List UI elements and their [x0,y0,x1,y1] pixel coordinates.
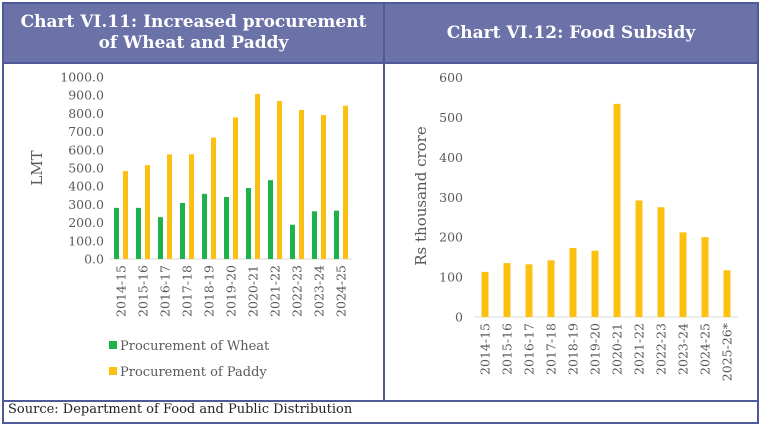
food-subsidy-bar-food-subsidy [723,270,731,317]
footer-divider [4,400,757,402]
food-subsidy-ytick-label: 200 [439,230,463,245]
food-subsidy-bar-food-subsidy [591,250,599,317]
procurement-ylabel: LMT [28,150,46,185]
procurement-bar-procurement-of-paddy [145,165,150,259]
food-subsidy-ytick-label: 400 [439,150,463,165]
food-subsidy-xtick-label: 2024-25 [698,323,713,375]
procurement-xtick-label: 2024-25 [334,265,349,317]
food-subsidy-xtick-label: 2015-16 [500,323,515,375]
procurement-bar-procurement-of-wheat [268,180,273,259]
food-subsidy-xtick-label: 2014-15 [478,323,493,375]
procurement-bar-procurement-of-paddy [233,117,238,260]
food-subsidy-ytick-label: 100 [439,270,463,285]
food-subsidy-bar-food-subsidy [613,103,621,317]
procurement-ytick-label: 500.0 [68,161,104,176]
procurement-bar-procurement-of-paddy [299,109,304,259]
procurement-bar-procurement-of-paddy [255,93,260,260]
procurement-bar-procurement-of-paddy [277,101,282,259]
food-subsidy-ytick-label: 600 [439,70,463,85]
food-subsidy-bar-food-subsidy [547,260,555,317]
procurement-bar-procurement-of-wheat [202,193,207,259]
procurement-ytick-label: 300.0 [68,197,104,212]
procurement-ytick-label: 200.0 [68,215,104,230]
procurement-bar-procurement-of-wheat [158,217,163,259]
food-subsidy-xtick-label: 2019-20 [588,323,603,375]
procurement-bar-procurement-of-wheat [334,210,339,259]
procurement-bar-procurement-of-paddy [123,171,128,259]
legend-label-paddy: Procurement of Paddy [120,365,267,380]
procurement-ytick-label: 600.0 [68,142,104,157]
food-subsidy-ytick-label: 500 [439,110,463,125]
legend-swatch-wheat [109,341,117,349]
header-divider [4,62,757,64]
procurement-xtick-label: 2020-21 [246,265,261,317]
procurement-xtick-label: 2014-15 [114,265,129,317]
food-subsidy-bar-food-subsidy [481,271,489,317]
procurement-xtick-label: 2019-20 [224,265,239,317]
procurement-bar-procurement-of-wheat [246,188,251,259]
chart-vi11-title-line1: Chart VI.11: Increased procurement [20,12,367,32]
procurement-xtick-label: 2021-22 [268,265,283,317]
food-subsidy-bar-food-subsidy [569,247,577,317]
legend-label-wheat: Procurement of Wheat [120,339,270,354]
panel-divider [383,4,385,402]
procurement-xtick-label: 2023-24 [312,265,327,317]
procurement-xtick-label: 2018-19 [202,265,217,317]
food-subsidy-ylabel: Rs thousand crore [412,126,430,266]
procurement-bar-procurement-of-wheat [312,211,317,259]
procurement-ytick-label: 400.0 [68,179,104,194]
procurement-bar-procurement-of-wheat [136,207,141,259]
procurement-bar-procurement-of-paddy [211,137,216,259]
chart-vi11-title-line2: of Wheat and Paddy [98,33,289,53]
procurement-bar-procurement-of-wheat [224,196,229,259]
procurement-ytick-label: 800.0 [68,106,104,121]
procurement-ytick-label: 100.0 [68,233,104,248]
chart-vi12-title: Chart VI.12: Food Subsidy [446,22,696,43]
procurement-bar-procurement-of-paddy [167,154,172,259]
chart-vi12-header: Chart VI.12: Food Subsidy [385,4,757,62]
food-subsidy-xtick-label: 2020-21 [610,323,625,375]
procurement-bar-procurement-of-wheat [180,202,185,259]
procurement-ytick-label: 900.0 [68,88,104,103]
procurement-ytick-label: 0.0 [84,252,104,267]
food-subsidy-ytick-label: 300 [439,190,463,205]
food-subsidy-bar-food-subsidy [525,264,533,317]
food-subsidy-bar-food-subsidy [657,207,665,317]
food-subsidy-xtick-label: 2025-26* [720,322,735,381]
procurement-bar-procurement-of-paddy [189,154,194,259]
source-note: Source: Department of Food and Public Di… [8,402,353,417]
procurement-bar-procurement-of-wheat [114,207,119,259]
food-subsidy-xtick-label: 2022-23 [654,323,669,375]
food-subsidy-bar-food-subsidy [679,232,687,317]
procurement-xtick-label: 2022-23 [290,265,305,317]
procurement-ytick-label: 700.0 [68,124,104,139]
procurement-bar-procurement-of-paddy [321,115,326,260]
food-subsidy-xtick-label: 2017-18 [544,323,559,375]
procurement-ytick-label: 1000.0 [60,70,104,85]
procurement-xtick-label: 2016-17 [158,265,173,317]
legend-swatch-paddy [109,367,117,375]
food-subsidy-ytick-label: 0 [455,310,463,325]
food-subsidy-xtick-label: 2023-24 [676,323,691,375]
procurement-bar-procurement-of-paddy [343,105,348,259]
food-subsidy-bar-food-subsidy [503,263,511,317]
food-subsidy-bar-food-subsidy [701,237,709,317]
chart-vi11-header: Chart VI.11: Increased procurement of Wh… [4,4,383,62]
procurement-bar-procurement-of-wheat [290,224,295,259]
procurement-xtick-label: 2017-18 [180,265,195,317]
food-subsidy-bar-food-subsidy [635,200,643,317]
procurement-xtick-label: 2015-16 [136,265,151,317]
food-subsidy-xtick-label: 2021-22 [632,323,647,375]
food-subsidy-xtick-label: 2016-17 [522,323,537,375]
food-subsidy-xtick-label: 2018-19 [566,323,581,375]
